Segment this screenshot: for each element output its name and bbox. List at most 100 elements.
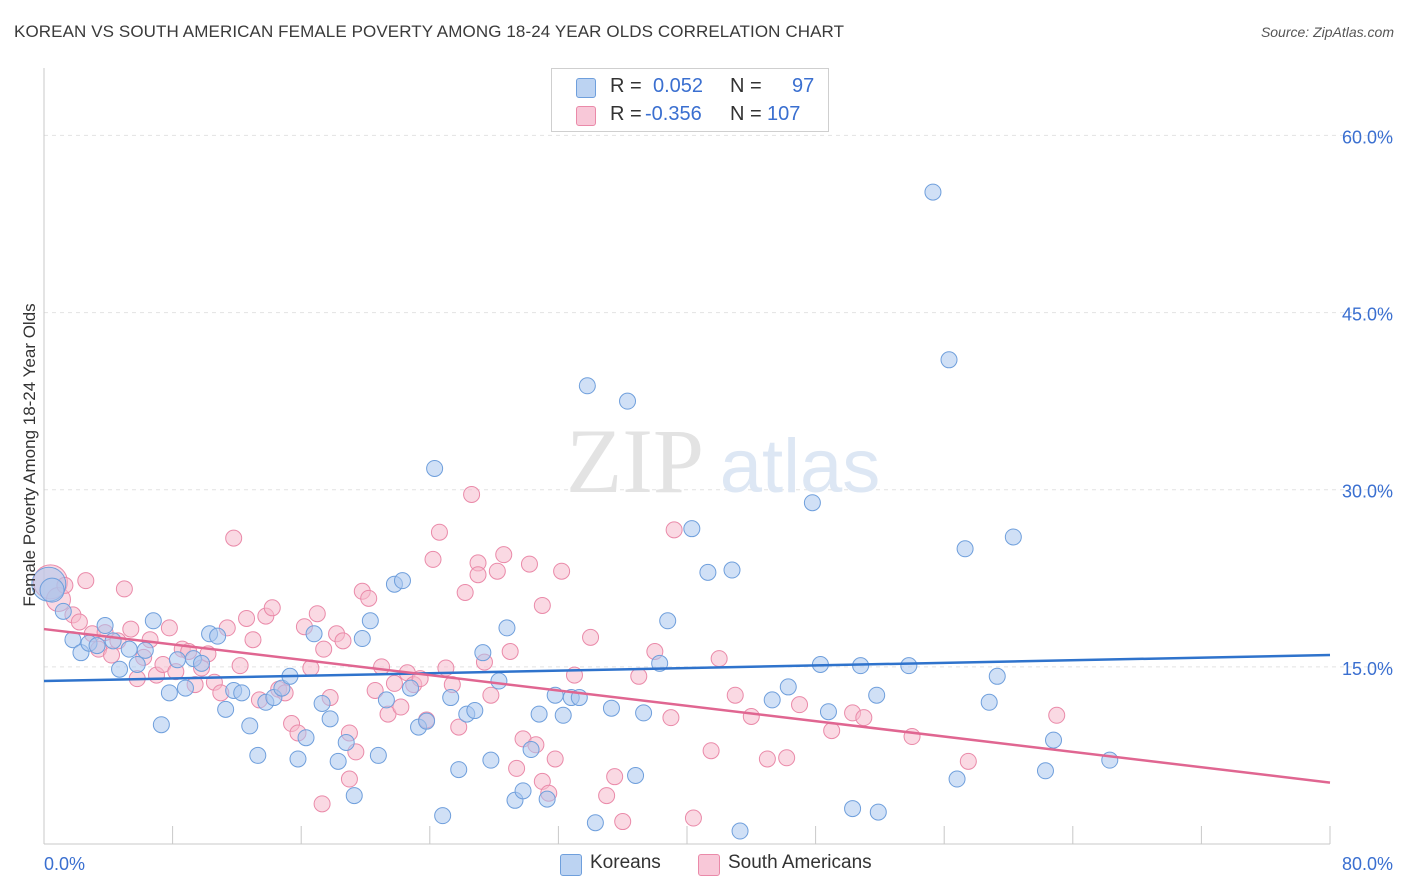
koreans-point <box>120 640 138 658</box>
r-label: R = <box>610 75 642 97</box>
r-label: R = <box>610 103 642 125</box>
koreans-point <box>136 641 154 659</box>
south-americans-point <box>469 566 487 584</box>
koreans-point <box>176 679 194 697</box>
south-americans-point <box>238 609 256 627</box>
south-americans-point <box>791 696 809 714</box>
koreans-point <box>321 710 339 728</box>
koreans-point <box>635 704 653 722</box>
koreans-point <box>474 644 492 662</box>
south-americans-legend-label: South Americans <box>728 852 872 873</box>
koreans-point <box>434 807 452 825</box>
south-americans-point <box>508 759 526 777</box>
source-note: Source: ZipAtlas.com <box>1260 24 1394 40</box>
koreans-point <box>586 814 604 832</box>
south-americans-trend-line <box>43 627 1331 784</box>
koreans-point <box>168 651 186 669</box>
watermark-zip: ZIP <box>566 410 704 512</box>
south-americans-point <box>546 750 564 768</box>
koreans-point <box>602 699 620 717</box>
koreans-point <box>345 787 363 805</box>
south-americans-point <box>77 572 95 590</box>
koreans-point <box>273 679 291 697</box>
koreans-point <box>819 703 837 721</box>
x-tick-label: 80.0% <box>1342 854 1393 874</box>
south-americans-point <box>122 620 140 638</box>
south-americans-point <box>495 546 513 564</box>
koreans-point <box>111 660 129 678</box>
koreans-point <box>353 630 371 648</box>
grid-lines <box>44 134 1394 668</box>
south-americans-point <box>315 640 333 658</box>
koreans-point <box>530 705 548 723</box>
south-americans-point <box>244 631 262 649</box>
south-americans-point <box>726 686 744 704</box>
south-americans-point <box>520 555 538 573</box>
south-americans-point <box>450 718 468 736</box>
south-americans-point <box>1048 706 1066 724</box>
south-americans-point <box>710 650 728 668</box>
koreans-swatch <box>576 78 596 98</box>
koreans-point <box>1036 762 1054 780</box>
koreans-point <box>980 693 998 711</box>
south-americans-point <box>823 722 841 740</box>
koreans-point <box>659 612 677 630</box>
koreans-point <box>96 617 114 635</box>
koreans-point <box>1004 528 1022 546</box>
south-americans-point <box>308 605 326 623</box>
koreans-point <box>627 767 645 785</box>
south-americans-point <box>313 795 331 813</box>
x-tick-label: 0.0% <box>44 854 85 874</box>
koreans-point <box>578 377 596 395</box>
n-label: N = <box>730 103 762 125</box>
watermark-atlas: atlas <box>720 424 881 509</box>
koreans-point <box>289 750 307 768</box>
south-americans-point <box>103 646 121 664</box>
koreans-points <box>31 183 1119 840</box>
south-americans-point <box>115 580 133 598</box>
koreans-point <box>514 782 532 800</box>
koreans-point <box>418 712 436 730</box>
koreans-point <box>779 678 797 696</box>
south-americans-point <box>225 529 243 547</box>
koreans-point <box>193 654 211 672</box>
koreans-legend-label: Koreans <box>590 852 661 873</box>
south-americans-point <box>959 752 977 770</box>
south-americans-point <box>684 809 702 827</box>
koreans-point <box>940 351 958 369</box>
south-americans-swatch <box>576 106 596 126</box>
koreans-point <box>868 686 886 704</box>
koreans-point <box>393 572 411 590</box>
koreans-point <box>361 612 379 630</box>
koreans-point <box>1045 731 1063 749</box>
koreans-point <box>305 625 323 643</box>
koreans-n-value: 97 <box>792 75 815 97</box>
south-americans-point <box>501 643 519 661</box>
koreans-point <box>337 733 355 751</box>
koreans-point <box>39 577 65 603</box>
koreans-point <box>313 694 331 712</box>
koreans-point <box>377 691 395 709</box>
koreans-point <box>948 770 966 788</box>
koreans-trend-line <box>43 653 1331 683</box>
koreans-point <box>249 746 267 764</box>
south-americans-point <box>614 813 632 831</box>
south-americans-point <box>606 768 624 786</box>
koreans-point <box>723 561 741 579</box>
koreans-point <box>466 702 484 720</box>
south-americans-point <box>263 599 281 617</box>
koreans-point <box>54 602 72 620</box>
south-americans-point <box>70 613 88 631</box>
koreans-point <box>402 679 420 697</box>
koreans-point <box>731 822 749 840</box>
south-americans-point <box>424 550 442 568</box>
y-tick-label: 15.0% <box>1342 659 1393 679</box>
south-americans-point <box>392 698 410 716</box>
koreans-point <box>128 655 146 673</box>
koreans-legend-swatch <box>560 854 582 876</box>
koreans-point <box>490 672 508 690</box>
koreans-point <box>924 183 942 201</box>
legend-row-koreans: R = 0.052 N = 97 <box>552 73 828 101</box>
south-americans-point <box>582 628 600 646</box>
